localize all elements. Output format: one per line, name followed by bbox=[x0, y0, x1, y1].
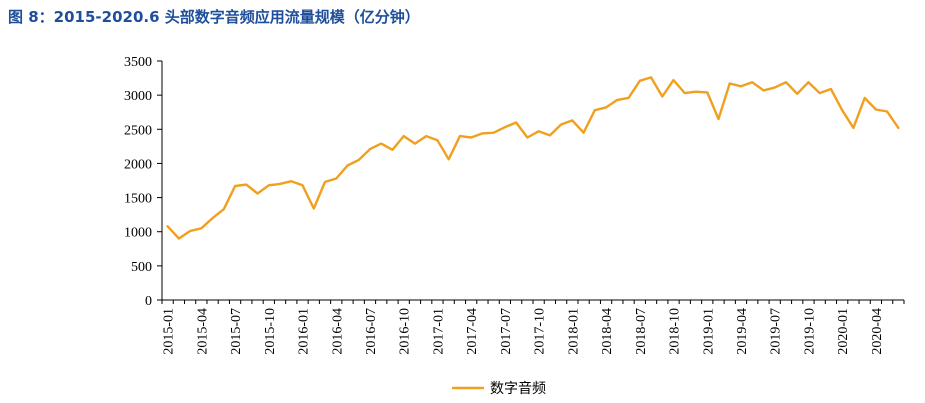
x-tick-label: 2016-10 bbox=[398, 308, 413, 355]
x-tick-label: 2019-04 bbox=[735, 308, 750, 355]
y-tick-label: 2500 bbox=[124, 123, 152, 138]
x-tick-label: 2018-10 bbox=[668, 308, 683, 355]
y-tick-label: 2000 bbox=[124, 157, 152, 172]
x-axis: 2015-01 2015-04 2015-07 2015-10 2016-01 2016-… bbox=[161, 299, 905, 355]
series-layer bbox=[166, 76, 900, 240]
legend: 数字音频 bbox=[452, 380, 546, 397]
x-tick-label: 2018-07 bbox=[634, 308, 649, 355]
x-tick-label: 2015-01 bbox=[162, 308, 177, 355]
x-tick-label: 2015-10 bbox=[263, 308, 278, 355]
y-tick-label: 0 bbox=[145, 294, 152, 309]
y-tick-label: 3500 bbox=[124, 55, 152, 70]
x-tick-label: 2019-10 bbox=[802, 308, 817, 355]
x-tick-label: 2016-04 bbox=[330, 308, 345, 355]
legend-label: 数字音频 bbox=[490, 380, 546, 397]
x-tick-label: 2016-07 bbox=[364, 308, 379, 355]
x-tick-label: 2017-01 bbox=[431, 308, 446, 355]
x-tick-label: 2017-10 bbox=[533, 308, 548, 355]
x-tick-label: 2015-07 bbox=[229, 308, 244, 355]
x-tick-label: 2017-07 bbox=[499, 308, 514, 355]
y-tick-label: 1500 bbox=[124, 192, 152, 207]
x-tick-label: 2018-01 bbox=[566, 308, 581, 355]
x-tick-label: 2016-01 bbox=[297, 308, 312, 355]
y-axis: 0 500 1000 1500 2000 2500 3000 3500 bbox=[124, 55, 163, 309]
x-tick-label: 2020-04 bbox=[870, 308, 885, 355]
chart-title: 图 8：2015-2020.6 头部数字音频应用流量规模（亿分钟） bbox=[8, 8, 420, 26]
x-tick-label: 2019-07 bbox=[769, 308, 784, 355]
y-tick-label: 3000 bbox=[124, 89, 152, 104]
y-tick-label: 1000 bbox=[124, 226, 152, 241]
series-line-0 bbox=[166, 76, 900, 240]
x-tick-label: 2020-01 bbox=[836, 308, 851, 355]
y-tick-label: 500 bbox=[131, 260, 152, 275]
x-tick-label: 2018-04 bbox=[600, 308, 615, 355]
x-tick-label: 2019-01 bbox=[701, 308, 716, 355]
x-tick-label: 2015-04 bbox=[195, 308, 210, 355]
x-tick-label: 2017-04 bbox=[465, 308, 480, 355]
